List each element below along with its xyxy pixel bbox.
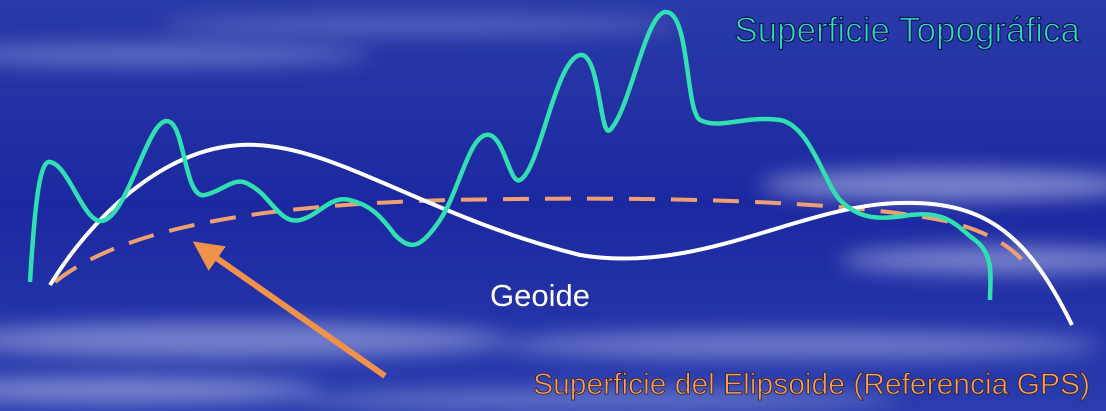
topography-label: Superficie Topográfica: [734, 11, 1080, 50]
geoid-label: Geoide: [490, 278, 590, 313]
ellipsoid-label: Superficie del Elipsoide (Referencia GPS…: [533, 368, 1090, 401]
page: {"labels": {"topography": "Superficie To…: [0, 0, 1106, 411]
diagram: Superficie Topográfica Geoide Superficie…: [0, 0, 1106, 411]
